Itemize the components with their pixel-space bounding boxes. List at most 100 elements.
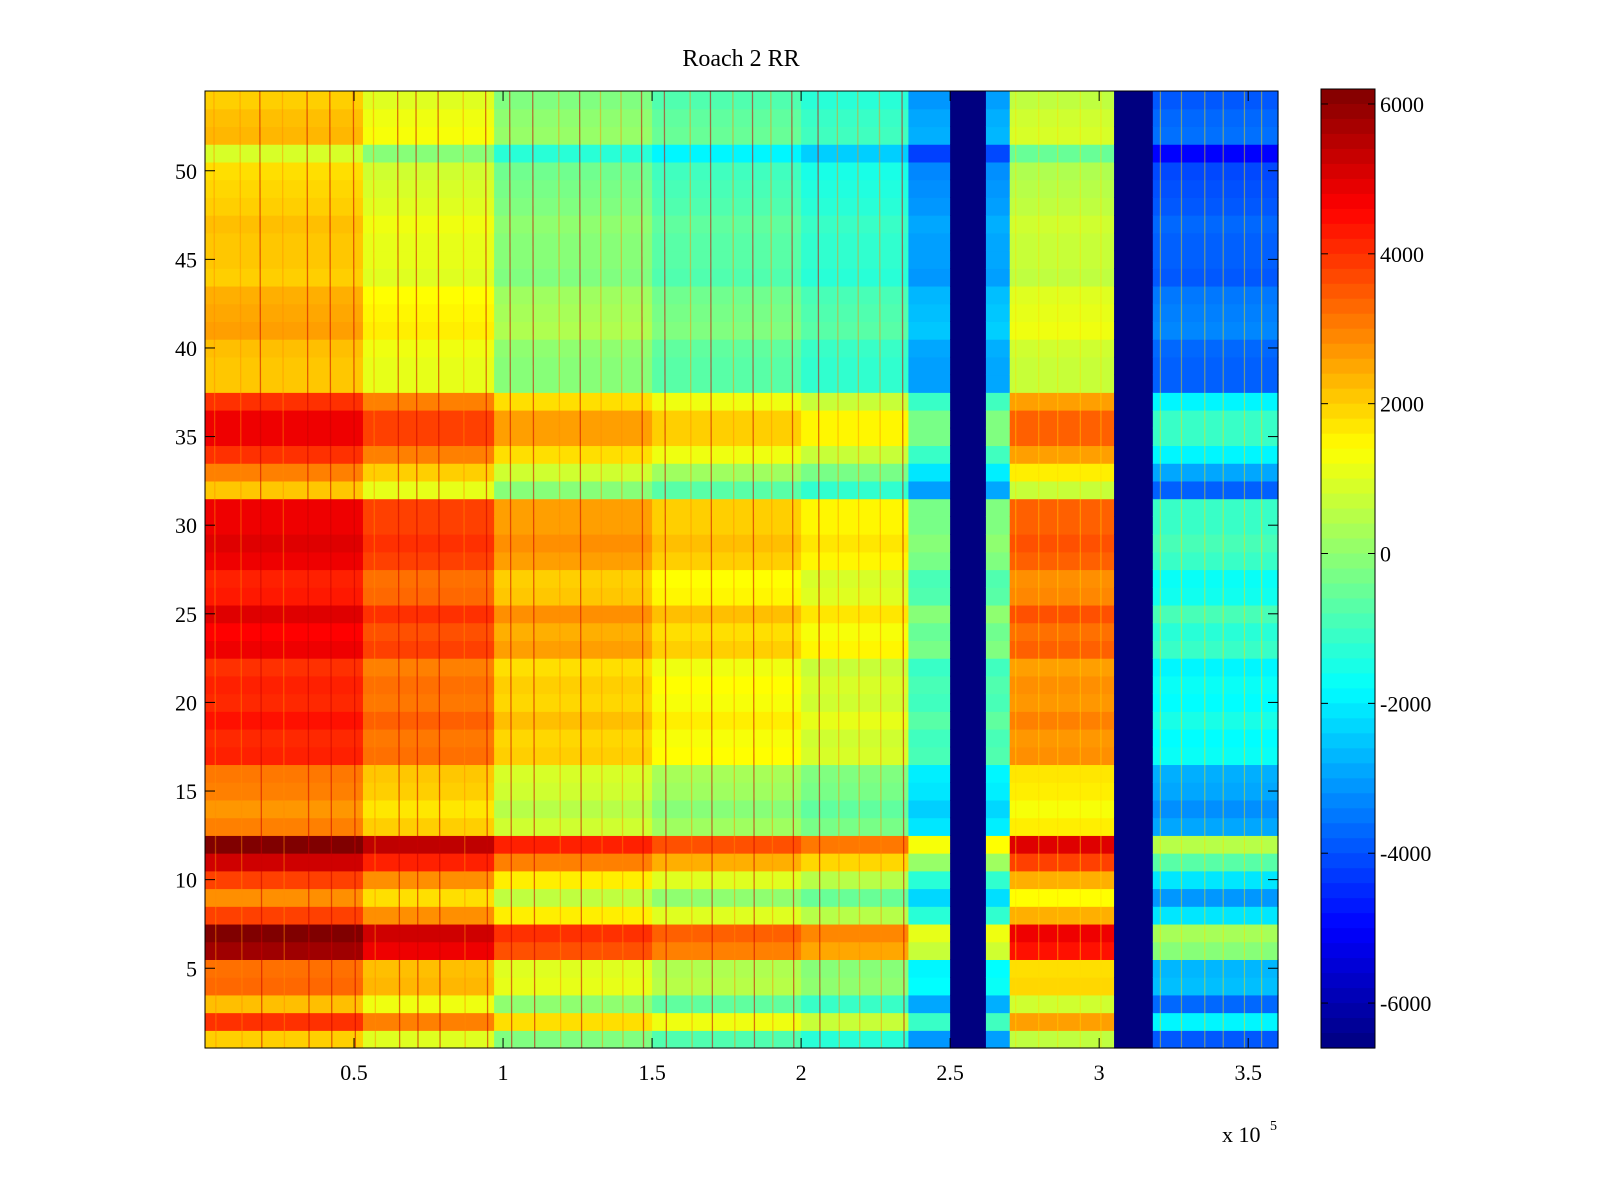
heatmap-cell bbox=[985, 445, 1011, 464]
heatmap-cell bbox=[950, 870, 987, 890]
colorbar-tick-label: -2000 bbox=[1380, 691, 1431, 716]
heatmap-cell bbox=[205, 534, 364, 553]
heatmap-cell bbox=[801, 941, 910, 960]
heatmap-cell bbox=[1009, 817, 1115, 836]
heatmap-cell bbox=[1114, 232, 1154, 252]
heatmap-cell bbox=[652, 356, 802, 376]
heatmap-cell bbox=[652, 604, 802, 624]
heatmap-streak bbox=[663, 90, 668, 1049]
heatmap-cell bbox=[205, 729, 364, 748]
heatmap-cell bbox=[1114, 817, 1154, 836]
heatmap-cell bbox=[908, 622, 951, 641]
heatmap-cell bbox=[1009, 941, 1115, 960]
heatmap-cell bbox=[362, 764, 495, 783]
heatmap-streak bbox=[558, 90, 562, 1049]
y-axis: 5 10 15 20 25 30 35 40 45 50 bbox=[175, 159, 1278, 981]
heatmap-cell bbox=[908, 923, 951, 943]
colorbar-band bbox=[1321, 313, 1375, 330]
heatmap-cell bbox=[1152, 126, 1279, 145]
heatmap-cell bbox=[1152, 994, 1279, 1014]
y-tick-label: 50 bbox=[175, 159, 197, 184]
heatmap-cell bbox=[908, 764, 951, 783]
heatmap-cell bbox=[950, 463, 987, 482]
heatmap-cell bbox=[1152, 977, 1279, 996]
heatmap-cell bbox=[908, 480, 951, 500]
heatmap-cell bbox=[362, 126, 495, 145]
heatmap-cell bbox=[1152, 835, 1279, 854]
colorbar-band bbox=[1321, 478, 1375, 495]
heatmap-streak bbox=[372, 90, 377, 1049]
x-tick-label: 0.5 bbox=[340, 1060, 368, 1085]
heatmap-cell bbox=[494, 888, 653, 907]
heatmap-cell bbox=[362, 675, 495, 695]
heatmap-cell bbox=[652, 587, 802, 606]
heatmap-cell bbox=[205, 746, 364, 766]
heatmap-cell bbox=[652, 463, 802, 482]
heatmap-cell bbox=[950, 427, 987, 447]
heatmap-cell bbox=[985, 729, 1011, 748]
heatmap-cell bbox=[801, 817, 910, 836]
heatmap-cell bbox=[1009, 374, 1115, 393]
heatmap-cell bbox=[1009, 534, 1115, 553]
heatmap-cell bbox=[362, 853, 495, 872]
colorbar-band bbox=[1321, 853, 1375, 869]
heatmap-cell bbox=[1009, 1030, 1115, 1049]
heatmap-cell bbox=[652, 480, 802, 500]
heatmap-cell bbox=[652, 427, 802, 447]
heatmap-cell bbox=[205, 516, 364, 535]
chart-title: Roach 2 RR bbox=[682, 46, 799, 72]
colorbar-band bbox=[1321, 673, 1375, 689]
heatmap-cell bbox=[950, 941, 987, 960]
heatmap-cell bbox=[205, 161, 364, 181]
heatmap-cell bbox=[1114, 994, 1154, 1014]
heatmap-cell bbox=[950, 480, 987, 500]
colorbar-band bbox=[1321, 103, 1375, 120]
heatmap-cell bbox=[494, 321, 653, 340]
heatmap-cell bbox=[908, 91, 951, 110]
heatmap-cell bbox=[362, 711, 495, 730]
heatmap-cell bbox=[908, 268, 951, 287]
heatmap-cell bbox=[652, 1030, 802, 1049]
heatmap-cell bbox=[1009, 622, 1115, 641]
heatmap-cell bbox=[1114, 923, 1154, 943]
y-tick-label: 10 bbox=[175, 868, 197, 893]
y-tick-label: 30 bbox=[175, 513, 197, 538]
heatmap-cell bbox=[494, 870, 653, 890]
heatmap-cell bbox=[801, 445, 910, 464]
y-tick-label: 5 bbox=[186, 956, 197, 981]
heatmap-cell bbox=[205, 923, 364, 943]
colorbar-band bbox=[1321, 343, 1375, 360]
heatmap-cell bbox=[205, 587, 364, 606]
heatmap-cell bbox=[494, 640, 653, 659]
heatmap-cell bbox=[908, 746, 951, 766]
heatmap-cell bbox=[1114, 977, 1154, 996]
heatmap-cell bbox=[652, 339, 802, 358]
heatmap-cell bbox=[494, 534, 653, 553]
heatmap-cell bbox=[1114, 853, 1154, 872]
colorbar-band bbox=[1321, 643, 1375, 659]
heatmap-cell bbox=[1152, 339, 1279, 358]
heatmap-cell bbox=[908, 551, 951, 571]
heatmap-cell bbox=[908, 693, 951, 712]
heatmap-cell bbox=[205, 764, 364, 783]
heatmap-cell bbox=[494, 799, 653, 819]
heatmap-cell bbox=[362, 604, 495, 624]
heatmap-cell bbox=[950, 232, 987, 252]
heatmap-streak bbox=[259, 90, 263, 1049]
heatmap-cell bbox=[801, 144, 910, 163]
heatmap-cell bbox=[362, 427, 495, 447]
heatmap-cell bbox=[362, 463, 495, 482]
heatmap-cell bbox=[362, 817, 495, 836]
heatmap-cell bbox=[1009, 729, 1115, 748]
heatmap-cell bbox=[494, 729, 653, 748]
heatmap-cell bbox=[950, 321, 987, 340]
heatmap-cell bbox=[1152, 303, 1279, 322]
heatmap-cell bbox=[908, 250, 951, 269]
heatmap-cell bbox=[362, 569, 495, 588]
heatmap-cell bbox=[652, 179, 802, 198]
heatmap-cell bbox=[950, 622, 987, 641]
heatmap-cell bbox=[950, 977, 987, 996]
heatmap-cell bbox=[950, 410, 987, 429]
heatmap-cell bbox=[1152, 604, 1279, 624]
heatmap-cell bbox=[908, 835, 951, 854]
